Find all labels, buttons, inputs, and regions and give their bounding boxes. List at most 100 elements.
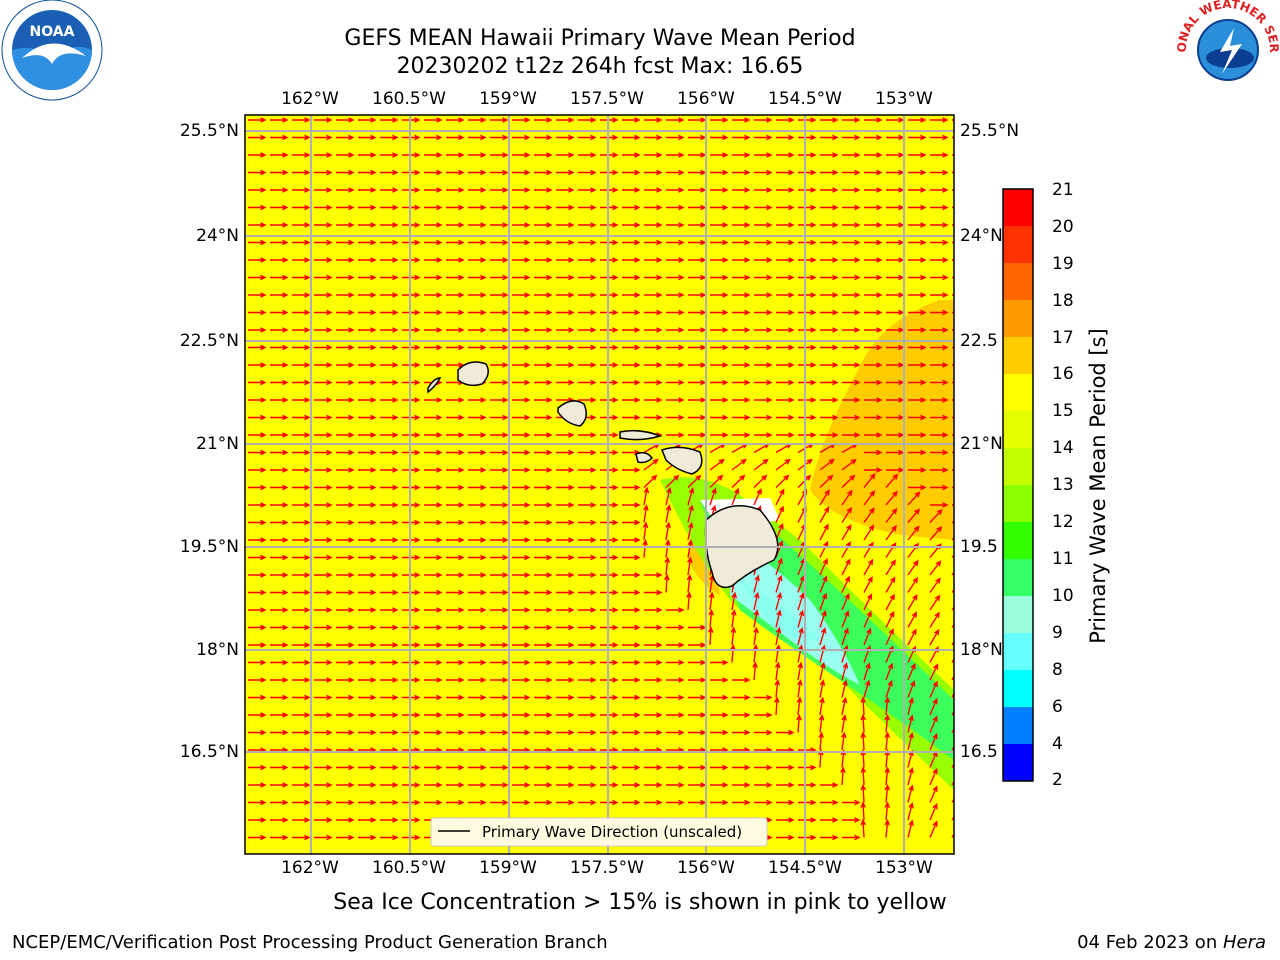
wave-arrow: [248, 799, 267, 806]
arrow-legend: Primary Wave Direction (unscaled): [430, 817, 768, 847]
wave-arrow: [622, 169, 641, 176]
wave-arrow: [446, 694, 465, 701]
wave-arrow: [380, 239, 399, 246]
wave-arrow: [754, 257, 773, 263]
wave-arrow: [666, 379, 685, 386]
wave-arrow: [314, 344, 333, 351]
wave-arrow: [336, 239, 355, 246]
wave-arrow: [841, 610, 850, 628]
wave-arrow: [314, 309, 333, 316]
wave-arrow: [687, 487, 695, 506]
wave-arrow: [314, 187, 333, 193]
wave-arrow: [336, 712, 355, 718]
wave-arrow: [358, 449, 377, 456]
wave-arrow: [687, 474, 702, 489]
wave-arrow: [578, 467, 597, 473]
wave-arrow: [732, 782, 751, 788]
wave-arrow: [929, 508, 943, 523]
wave-arrow: [468, 694, 487, 701]
wave-arrow: [446, 169, 465, 176]
wave-arrow: [776, 764, 795, 771]
wave-arrow: [270, 379, 289, 386]
wave-arrow: [863, 575, 873, 593]
wave-arrow: [776, 344, 795, 351]
wave-arrow: [248, 484, 267, 491]
wave-arrow: [380, 589, 399, 596]
cyan-shadow-region: [730, 540, 860, 685]
wave-arrow: [358, 239, 377, 246]
wave-arrow: [446, 432, 465, 438]
wave-arrow: [270, 589, 289, 596]
wave-arrow: [776, 152, 795, 158]
wave-arrow: [732, 239, 751, 246]
wave-arrow: [490, 292, 509, 298]
wave-arrow: [314, 467, 333, 473]
wave-arrow: [534, 292, 553, 298]
wave-arrow: [731, 487, 740, 506]
wave-arrow: [842, 362, 861, 368]
wave-arrow: [644, 309, 663, 316]
wave-arrow: [534, 152, 553, 158]
wave-arrow: [248, 677, 267, 683]
wave-arrow: [358, 309, 377, 316]
wave-arrow: [752, 644, 759, 663]
colorbar-tick: 4: [1052, 734, 1063, 754]
wave-arrow: [358, 572, 377, 578]
wave-arrow: [468, 169, 487, 176]
wave-arrow: [336, 292, 355, 298]
wave-arrow: [292, 519, 311, 526]
wave-arrow: [666, 344, 685, 351]
wave-arrow: [534, 449, 553, 456]
wave-arrow: [336, 729, 355, 736]
wave-arrow: [776, 834, 795, 841]
wave-arrow: [358, 554, 377, 561]
wave-arrow: [556, 782, 575, 788]
wave-arrow: [819, 474, 834, 489]
wave-arrow: [864, 309, 883, 316]
colorbar-segment: [1003, 744, 1033, 782]
wave-arrow: [732, 152, 751, 158]
wave-arrow: [644, 572, 663, 578]
wave-arrow: [776, 309, 795, 316]
wave-arrow: [884, 766, 890, 786]
wave-arrow: [424, 152, 443, 158]
wave-arrow: [380, 449, 399, 456]
wave-arrow: [754, 712, 773, 718]
wave-arrow: [820, 239, 839, 246]
wave-arrow: [754, 274, 773, 281]
wave-arrow: [930, 134, 949, 141]
wave-arrow: [884, 783, 890, 803]
wave-arrow: [270, 117, 289, 123]
wave-arrow: [864, 467, 883, 473]
wave-arrow: [534, 677, 553, 683]
wave-arrow: [754, 344, 773, 351]
wave-arrow: [556, 519, 575, 526]
wave-arrow: [446, 292, 465, 298]
wave-arrow: [248, 537, 267, 543]
wave-arrow: [490, 117, 509, 123]
wave-arrow: [754, 187, 773, 193]
wave-arrow: [336, 817, 355, 823]
orange-region-east: [810, 300, 954, 540]
wave-arrow: [556, 572, 575, 578]
wave-arrow: [534, 659, 553, 666]
colorbar-tick: 9: [1052, 623, 1063, 643]
wave-arrow: [336, 624, 355, 631]
wave-arrow: [929, 680, 938, 698]
wave-arrow: [775, 592, 783, 611]
wave-arrow: [798, 834, 817, 841]
wave-arrow: [270, 187, 289, 193]
wave-arrow: [490, 432, 509, 438]
wave-arrow: [468, 344, 487, 351]
wave-arrow: [908, 379, 927, 386]
wave-arrow: [820, 187, 839, 193]
island-oahu: [557, 400, 587, 427]
wave-arrow: [358, 677, 377, 683]
wave-arrow: [666, 607, 685, 613]
wave-arrow: [512, 729, 531, 736]
wave-arrow: [270, 414, 289, 421]
wave-arrow: [270, 554, 289, 561]
wave-arrow: [490, 397, 509, 403]
wave-arrow: [534, 799, 553, 806]
wave-arrow: [930, 222, 949, 228]
